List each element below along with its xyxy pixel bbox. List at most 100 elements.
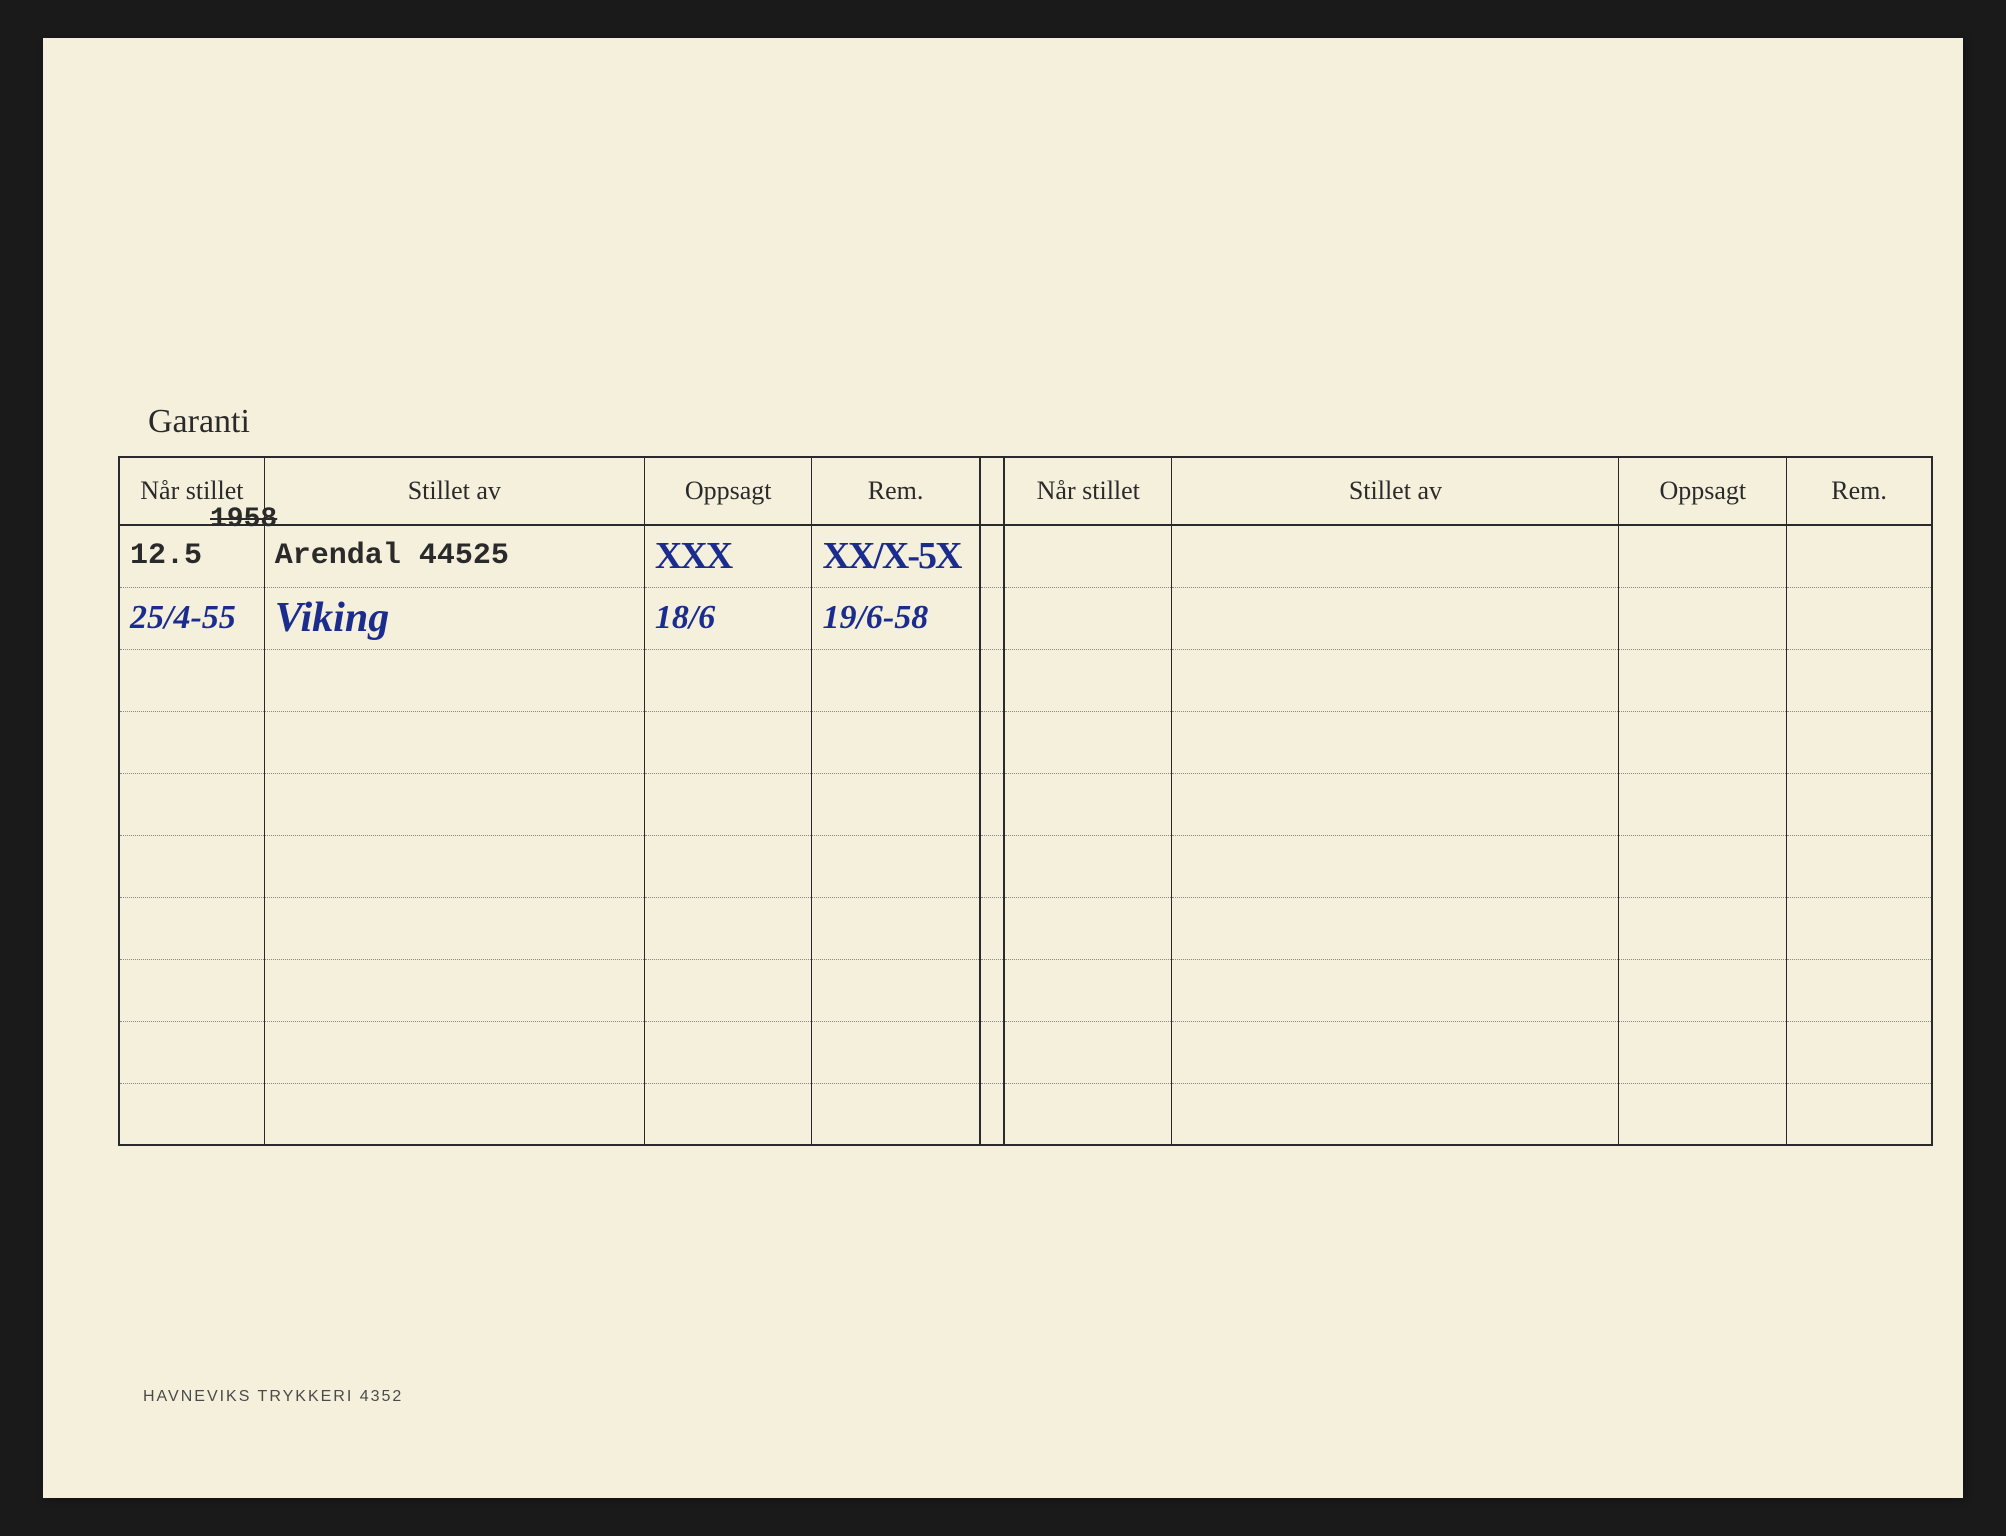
header-oppsagt-left: Oppsagt: [644, 457, 812, 525]
cell-oppsagt-right: [1619, 1021, 1787, 1083]
header-rem-left: Rem.: [812, 457, 980, 525]
cell-stillet-av: Viking: [264, 587, 644, 649]
cell-oppsagt: 18/6: [644, 587, 812, 649]
cell-rem: [812, 897, 980, 959]
cell-stillet-av: [264, 649, 644, 711]
document-title: Garanti: [148, 403, 250, 441]
cell-stillet-av: [264, 959, 644, 1021]
cell-oppsagt: [644, 959, 812, 1021]
header-nar-stillet-left: Når stillet 1958: [119, 457, 264, 525]
header-label: Når stillet: [140, 476, 243, 505]
cell-nar-stillet-right: [1004, 959, 1172, 1021]
cell-rem: [812, 773, 980, 835]
cell-nar-stillet-right: [1004, 649, 1172, 711]
cell-rem: [812, 711, 980, 773]
cell-rem-right: [1787, 959, 1932, 1021]
cell-rem: [812, 1083, 980, 1145]
column-divider: [980, 457, 1005, 525]
header-rem-right: Rem.: [1787, 457, 1932, 525]
header-stillet-av-left: Stillet av: [264, 457, 644, 525]
header-stillet-av-right: Stillet av: [1172, 457, 1619, 525]
table-row: 25/4-55 Viking 18/6 19/6-58: [119, 587, 1932, 649]
cell-nar-stillet: [119, 897, 264, 959]
cell-oppsagt: [644, 1021, 812, 1083]
cell-stillet-av-right: [1172, 649, 1619, 711]
table-container: Når stillet 1958 Stillet av Oppsagt Rem.…: [118, 456, 1933, 1146]
cell-stillet-av-right: [1172, 959, 1619, 1021]
cell-value: 12.5: [130, 539, 202, 573]
table-header-row: Når stillet 1958 Stillet av Oppsagt Rem.…: [119, 457, 1932, 525]
cell-stillet-av-right: [1172, 525, 1619, 587]
cell-nar-stillet: [119, 649, 264, 711]
cell-nar-stillet-right: [1004, 773, 1172, 835]
header-nar-stillet-right: Når stillet: [1004, 457, 1172, 525]
cell-stillet-av: [264, 1083, 644, 1145]
cell-oppsagt-right: [1619, 525, 1787, 587]
table-row: [119, 773, 1932, 835]
table-row: [119, 959, 1932, 1021]
cell-stillet-av-right: [1172, 773, 1619, 835]
table-row: [119, 1021, 1932, 1083]
cell-oppsagt: [644, 835, 812, 897]
cell-rem-right: [1787, 897, 1932, 959]
cell-rem: [812, 1021, 980, 1083]
cell-nar-stillet: [119, 1083, 264, 1145]
cell-nar-stillet: [119, 711, 264, 773]
cell-nar-stillet-right: [1004, 525, 1172, 587]
cell-divider: [980, 1021, 1005, 1083]
table-row: 12.5 Arendal 44525 XXX XX/X-5X: [119, 525, 1932, 587]
cell-oppsagt: [644, 649, 812, 711]
cell-nar-stillet-right: [1004, 897, 1172, 959]
cell-rem: [812, 959, 980, 1021]
cell-oppsagt-right: [1619, 897, 1787, 959]
cell-nar-stillet-right: [1004, 711, 1172, 773]
table-body: 12.5 Arendal 44525 XXX XX/X-5X 25/4-55 V…: [119, 525, 1932, 1145]
cell-stillet-av: [264, 773, 644, 835]
cell-nar-stillet-right: [1004, 835, 1172, 897]
table-row: [119, 711, 1932, 773]
cell-stillet-av: [264, 1021, 644, 1083]
table-row: [119, 897, 1932, 959]
cell-divider: [980, 959, 1005, 1021]
cell-rem-right: [1787, 835, 1932, 897]
cell-oppsagt-right: [1619, 835, 1787, 897]
cell-stillet-av: [264, 897, 644, 959]
cell-oppsagt-right: [1619, 1083, 1787, 1145]
cell-divider: [980, 773, 1005, 835]
cell-divider: [980, 1083, 1005, 1145]
cell-oppsagt: [644, 711, 812, 773]
cell-stillet-av-right: [1172, 835, 1619, 897]
footer-text: HAVNEVIKS TRYKKERI 4352: [143, 1388, 403, 1406]
cell-oppsagt-right: [1619, 711, 1787, 773]
cell-stillet-av: [264, 711, 644, 773]
guarantee-table: Når stillet 1958 Stillet av Oppsagt Rem.…: [118, 456, 1933, 1146]
cell-rem: XX/X-5X: [812, 525, 980, 587]
cell-rem-right: [1787, 587, 1932, 649]
cell-divider: [980, 525, 1005, 587]
table-row: [119, 649, 1932, 711]
cell-oppsagt: [644, 773, 812, 835]
document-card: Garanti Når stillet 1958 Stillet av Opps…: [43, 38, 1963, 1498]
cell-rem-right: [1787, 1021, 1932, 1083]
cell-oppsagt-right: [1619, 587, 1787, 649]
cell-stillet-av: [264, 835, 644, 897]
cell-rem: [812, 649, 980, 711]
cell-oppsagt-right: [1619, 649, 1787, 711]
cell-stillet-av-right: [1172, 1083, 1619, 1145]
cell-rem: 19/6-58: [812, 587, 980, 649]
cell-divider: [980, 835, 1005, 897]
cell-oppsagt: [644, 1083, 812, 1145]
table-row: [119, 1083, 1932, 1145]
cell-value: Arendal 44525: [275, 539, 509, 573]
cell-nar-stillet-right: [1004, 1083, 1172, 1145]
cell-rem-right: [1787, 711, 1932, 773]
cell-divider: [980, 711, 1005, 773]
cell-nar-stillet: [119, 1021, 264, 1083]
cell-value: 25/4-55: [130, 599, 236, 636]
cell-nar-stillet-right: [1004, 587, 1172, 649]
cell-oppsagt-right: [1619, 773, 1787, 835]
cell-divider: [980, 897, 1005, 959]
cell-stillet-av-right: [1172, 711, 1619, 773]
cell-rem-right: [1787, 773, 1932, 835]
cell-stillet-av-right: [1172, 1021, 1619, 1083]
